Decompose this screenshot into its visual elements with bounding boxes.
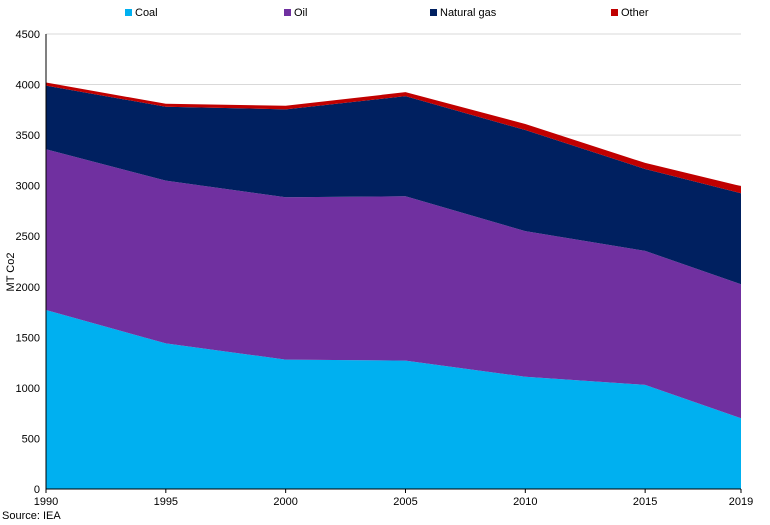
- x-tick-label: 2000: [273, 496, 297, 508]
- x-axis-ticks: 1990 1995 2000 2005 2010 2015 2019: [34, 489, 753, 508]
- area-oil: [46, 149, 741, 419]
- x-tick-label: 2015: [633, 496, 657, 508]
- y-tick-label: 3000: [16, 181, 40, 193]
- legend-label: Oil: [294, 7, 307, 19]
- stacked-areas: [46, 82, 741, 489]
- legend-swatch: [125, 9, 132, 16]
- legend-label: Coal: [135, 7, 158, 19]
- y-tick-label: 1000: [16, 383, 40, 395]
- legend: Coal Oil Natural gas Other: [125, 7, 649, 19]
- y-axis-ticks: 0 500 1000 1500 2000 2500 3000 3500 4000 4500: [16, 29, 40, 496]
- legend-item-oil: Oil: [284, 7, 307, 19]
- y-tick-label: 500: [22, 433, 40, 445]
- axes: [45, 34, 741, 490]
- x-tick-label: 2010: [513, 496, 537, 508]
- y-tick-label: 4000: [16, 80, 40, 92]
- area-natural-gas: [46, 85, 741, 285]
- y-tick-label: 1500: [16, 332, 40, 344]
- legend-swatch: [284, 9, 291, 16]
- x-tick-label: 1995: [154, 496, 178, 508]
- legend-label: Other: [621, 7, 649, 19]
- legend-item-coal: Coal: [125, 7, 158, 19]
- legend-item-other: Other: [611, 7, 649, 19]
- y-tick-label: 2000: [16, 282, 40, 294]
- x-tick-label: 1990: [34, 496, 58, 508]
- y-tick-label: 2500: [16, 231, 40, 243]
- legend-item-natural-gas: Natural gas: [430, 7, 497, 19]
- y-tick-label: 0: [34, 484, 40, 496]
- y-tick-label: 3500: [16, 130, 40, 142]
- legend-swatch: [430, 9, 437, 16]
- x-tick-label: 2005: [393, 496, 417, 508]
- x-tick-label: 2019: [729, 496, 753, 508]
- area-coal: [46, 310, 741, 489]
- y-tick-label: 4500: [16, 29, 40, 41]
- y-axis-label: MT Co2: [5, 253, 17, 292]
- source-note: Source: IEA: [2, 510, 61, 522]
- legend-label: Natural gas: [440, 7, 497, 19]
- legend-swatch: [611, 9, 618, 16]
